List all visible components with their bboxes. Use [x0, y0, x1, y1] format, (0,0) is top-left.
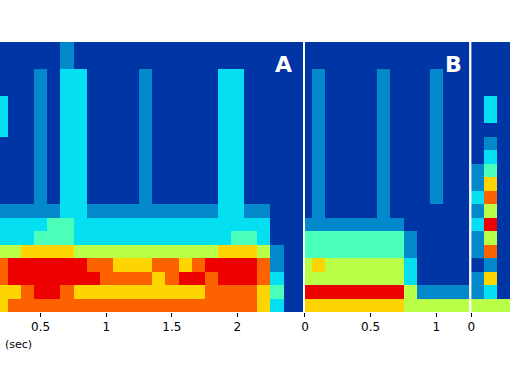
svg-text:2: 2 [234, 320, 242, 334]
svg-text:1: 1 [433, 320, 441, 334]
svg-text:0: 0 [301, 320, 309, 334]
svg-text:1.5: 1.5 [162, 320, 181, 334]
svg-text:0.5: 0.5 [361, 320, 380, 334]
svg-text:0: 0 [467, 320, 475, 334]
svg-text:(sec): (sec) [5, 338, 32, 351]
svg-text:A: A [275, 52, 292, 77]
svg-text:B: B [445, 52, 462, 77]
svg-text:1: 1 [102, 320, 110, 334]
svg-text:0.5: 0.5 [31, 320, 50, 334]
